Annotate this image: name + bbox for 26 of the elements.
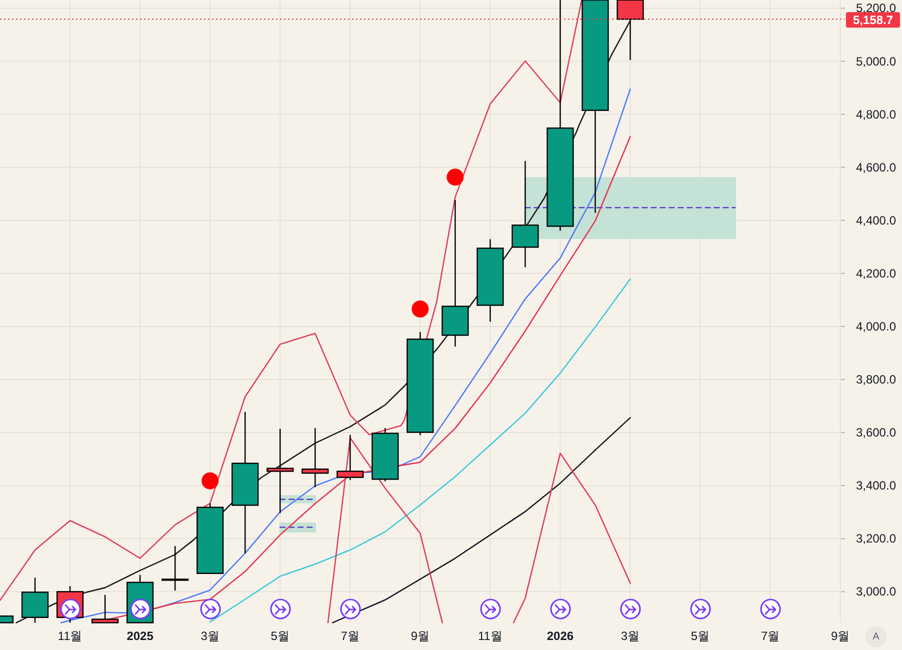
y-tick-label: 4,600.0	[856, 160, 896, 174]
x-tick-label: 7월	[760, 629, 780, 643]
y-tick-label: 3,600.0	[856, 426, 896, 440]
y-tick-label: 5,000.0	[856, 54, 896, 68]
y-tick-label: 3,000.0	[856, 584, 896, 599]
y-tick-label: 3,200.0	[856, 532, 896, 546]
x-tick-label: 9월	[830, 629, 850, 643]
x-tick-label: 2026	[546, 629, 574, 643]
y-tick-label: 3,400.0	[856, 478, 896, 493]
y-tick-label: 4,400.0	[856, 213, 896, 228]
x-tick-label: 5월	[270, 629, 290, 643]
x-tick-label: 7월	[340, 629, 360, 643]
x-tick-label: 3월	[620, 629, 640, 643]
ref-label: 5,158.7	[846, 12, 900, 28]
x-tick-label: 2025	[126, 629, 154, 643]
annotation: A	[866, 626, 886, 648]
y-tick-label: 3,800.0	[856, 372, 896, 387]
y-tick-label: 4,000.0	[856, 319, 896, 334]
y-tick-label: 4,800.0	[856, 107, 896, 122]
y-tick-label: 4,200.0	[856, 266, 896, 280]
ref-line-label: 5,158.7	[852, 12, 894, 27]
x-tick-label: 11월	[478, 629, 502, 643]
x-tick-label: 3월	[200, 629, 220, 643]
x-tick-label: 5월	[690, 629, 710, 643]
x-tick-label: 9월	[410, 629, 430, 643]
x-tick-label: 11월	[58, 629, 82, 643]
